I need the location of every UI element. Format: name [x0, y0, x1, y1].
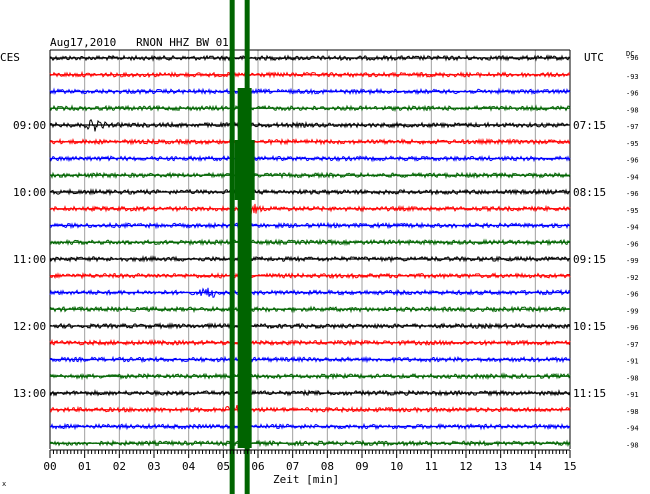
left-axis-label: CES [0, 51, 20, 64]
x-axis-label: Zeit [min] [273, 473, 339, 486]
x-tick-label: 01 [78, 460, 91, 473]
dc-offset-value: -98 [626, 106, 639, 114]
x-tick-label: 02 [113, 460, 126, 473]
dc-offset-value: -97 [626, 123, 639, 131]
dc-offset-value: -96 [626, 190, 639, 198]
dc-offset-value: -93 [626, 73, 639, 81]
trace-layer [49, 54, 571, 448]
x-tick-label: 08 [321, 460, 334, 473]
right-hour-labels: 07:15 08:15 09:15 10:15 11:15 [573, 119, 606, 400]
event-layer [229, 0, 255, 494]
dc-offset-value: -99 [626, 307, 639, 315]
right-hour-label: 07:15 [573, 119, 606, 132]
chart-title: Aug17,2010 RNON HHZ BW 01 [50, 36, 229, 49]
right-hour-label: 09:15 [573, 253, 606, 266]
dc-offset-value: -97 [626, 341, 639, 349]
seismic-trace [49, 201, 571, 215]
x-tick-labels: 00 01 02 03 04 05 06 07 08 09 10 11 12 13 14 15 [43, 460, 576, 473]
x-tick-label: 15 [563, 460, 576, 473]
dc-offset-value: -94 [626, 173, 639, 181]
seismic-trace [49, 355, 571, 364]
dc-offset-value: -96 [626, 324, 639, 332]
seismic-trace [49, 404, 571, 415]
x-tick-label: 11 [425, 460, 438, 473]
x-tick-label: 03 [147, 460, 160, 473]
x-tick-label: 00 [43, 460, 56, 473]
dc-offset-value: -91 [626, 358, 639, 366]
x-tick-label: 14 [529, 460, 543, 473]
dc-offset-value: -92 [626, 274, 639, 282]
dc-offset-value: -96 [626, 291, 639, 299]
x-tick-label: 07 [286, 460, 299, 473]
dc-offset-value: -91 [626, 391, 639, 399]
event-stroke-left [229, 0, 235, 494]
dc-offset-value: -95 [626, 207, 639, 215]
left-hour-label: 11:00 [13, 253, 46, 266]
x-tick-label: 04 [182, 460, 196, 473]
left-hour-label: 12:00 [13, 320, 46, 333]
left-hour-label: 10:00 [13, 186, 46, 199]
axis-layer [49, 449, 571, 458]
event-peak [234, 140, 255, 200]
dc-offset-value: -98 [626, 374, 639, 382]
dc-offset-value: -96 [626, 240, 639, 248]
left-hour-labels: 09:00 10:00 11:00 12:00 13:00 [13, 119, 46, 400]
right-hour-label: 08:15 [573, 186, 606, 199]
seismic-trace [49, 305, 571, 314]
x-tick-label: 13 [494, 460, 507, 473]
right-axis-label: UTC [584, 51, 604, 64]
seismic-trace [49, 388, 571, 397]
x-tick-label: 05 [217, 460, 230, 473]
x-tick-label: 10 [390, 460, 403, 473]
dc-offset-value: -96 [626, 157, 639, 165]
dc-offset-value: -94 [626, 224, 639, 232]
right-hour-label: 10:15 [573, 320, 606, 333]
dc-offset-value: -95 [626, 140, 639, 148]
x-tick-label: 06 [251, 460, 264, 473]
left-hour-label: 13:00 [13, 387, 46, 400]
x-tick-label: 09 [355, 460, 368, 473]
dc-offset-values: -96 -93 -96 -98 -97 -95 -96 -94 -96 -95 -94 -96 -99 -… [626, 54, 639, 449]
dc-header: DC [626, 50, 634, 58]
dc-offset-value: -98 [626, 441, 639, 449]
dc-offset-value: -99 [626, 257, 639, 265]
corner-mark: x [2, 480, 6, 488]
dc-offset-value: -96 [626, 90, 639, 98]
left-hour-label: 09:00 [13, 119, 46, 132]
dc-offset-value: -98 [626, 408, 639, 416]
dc-offset-value: -94 [626, 425, 639, 433]
grid-layer [49, 49, 571, 449]
right-hour-label: 11:15 [573, 387, 606, 400]
x-tick-label: 12 [459, 460, 472, 473]
dc-offset-value: -96 [626, 54, 639, 62]
